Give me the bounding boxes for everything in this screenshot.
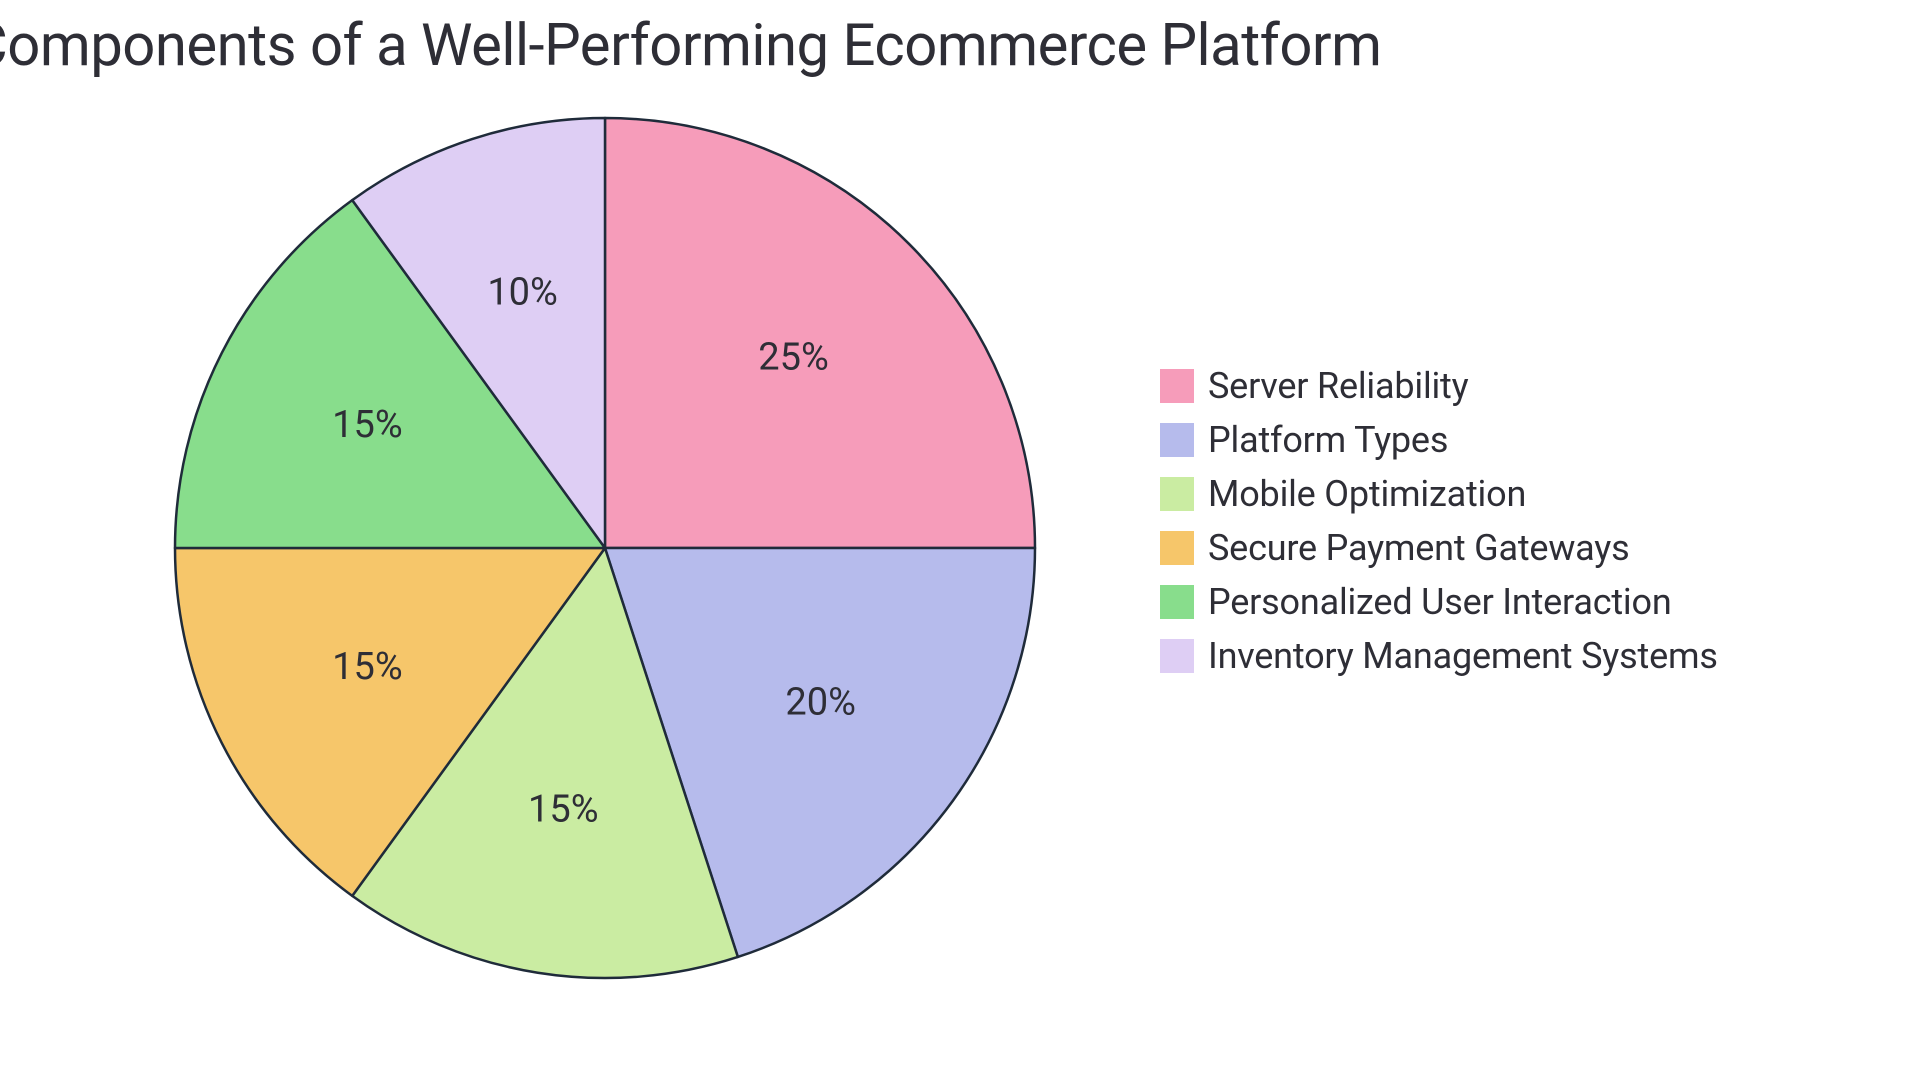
legend-swatch [1160,369,1194,403]
slice-label: 25% [758,336,829,380]
legend-item: Server Reliability [1160,365,1718,407]
legend-label: Inventory Management Systems [1208,635,1718,677]
slice-label: 15% [528,787,599,831]
legend-item: Platform Types [1160,419,1718,461]
legend-swatch [1160,639,1194,673]
legend: Server Reliability Platform Types Mobile O… [1160,365,1718,677]
legend-item: Inventory Management Systems [1160,635,1718,677]
legend-item: Personalized User Interaction [1160,581,1718,623]
legend-swatch [1160,423,1194,457]
legend-label: Server Reliability [1208,365,1468,407]
legend-label: Mobile Optimization [1208,473,1526,515]
legend-label: Platform Types [1208,419,1448,461]
slice-label: 10% [487,270,558,314]
pie-chart: 25% 20% 15% 15% 15% 10% [165,108,1045,988]
pie-svg: 25% 20% 15% 15% 15% 10% [165,108,1045,988]
chart-title: Components of a Well-Performing Ecommerc… [0,12,1381,80]
slice-label: 15% [332,403,403,447]
slice-label: 20% [785,681,856,725]
pie-slice [605,118,1035,548]
legend-item: Secure Payment Gateways [1160,527,1718,569]
legend-label: Personalized User Interaction [1208,581,1672,623]
legend-swatch [1160,585,1194,619]
legend-swatch [1160,477,1194,511]
slice-label: 15% [332,645,403,689]
legend-label: Secure Payment Gateways [1208,527,1630,569]
legend-swatch [1160,531,1194,565]
legend-item: Mobile Optimization [1160,473,1718,515]
